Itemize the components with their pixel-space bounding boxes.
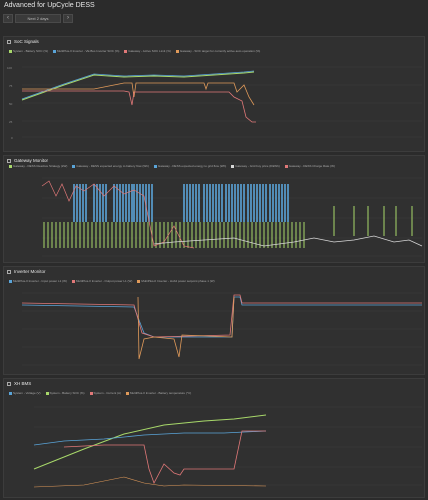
legend-swatch	[89, 391, 93, 395]
legend-item[interactable]: Gateway - SOC target for currently activ…	[175, 49, 261, 53]
legend-label: System - Battery SOC (%)	[13, 49, 49, 53]
legend-swatch	[231, 164, 235, 168]
inverter-monitor-panel: Inverter Monitor MultiPlus-II Inverter -…	[3, 266, 425, 375]
legend-label: MultiPlus-II Inverter - Battery temperat…	[130, 391, 192, 395]
inverter-chart[interactable]	[4, 267, 426, 376]
legend-item[interactable]: System - Current (A)	[89, 391, 122, 395]
chart-legend: System - Battery SOC (%) MultiPlus-II In…	[9, 49, 260, 53]
legend-swatch	[9, 164, 12, 168]
legend-label: System - Current (A)	[93, 391, 122, 395]
legend-label: Gateway - SOC target for currently activ…	[179, 49, 261, 53]
legend-swatch	[72, 164, 76, 168]
panel-header: SoC Signals	[7, 39, 39, 44]
legend-swatch	[9, 279, 12, 283]
legend-swatch	[124, 49, 128, 53]
panel-title: SoC Signals	[14, 39, 39, 44]
svg-text:75: 75	[9, 84, 13, 88]
legend-item[interactable]: MultiPlus-II Inverter - Output power L1 …	[72, 279, 132, 283]
legend-label: System - Voltage (V)	[13, 391, 41, 395]
legend-swatch	[9, 391, 12, 395]
date-navigation: ‹ Next 2 days ›	[3, 13, 73, 23]
svg-text:50: 50	[9, 102, 13, 106]
legend-label: MultiPlus-II Inverter - Input power L1 (…	[13, 279, 68, 283]
legend-swatch	[175, 49, 179, 53]
legend-label: System - Battery SOC (%)	[49, 391, 85, 395]
legend-item[interactable]: Gateway - DESS Charge Rate (W)	[284, 164, 335, 168]
gateway-monitor-panel: Gateway Monitor Gateway - DESS Reactive …	[3, 155, 425, 263]
panel-icon	[7, 269, 11, 274]
svg-text:0: 0	[11, 136, 13, 140]
legend-item[interactable]: Gateway - DESS Reactive Strategy (kW)	[9, 164, 67, 168]
legend-label: Gateway - Active SOC Limit (%)	[128, 49, 171, 53]
legend-label: MultiPlus-II Inverter - Hub4 power setpo…	[141, 279, 215, 283]
legend-label: MultiPlus-II Inverter - Output power L1 …	[76, 279, 133, 283]
panel-title: Gateway Monitor	[14, 158, 49, 163]
panel-header: Gateway Monitor	[7, 158, 48, 163]
legend-item[interactable]: MultiPlus-II Inverter - Hub4 power setpo…	[137, 279, 215, 283]
legend-item[interactable]: MultiPlus-II Inverter - Battery temperat…	[126, 391, 191, 395]
panel-icon	[7, 158, 11, 163]
legend-item[interactable]: Gateway - DESS expected energy to grid f…	[153, 164, 227, 168]
panel-title: Inverter Monitor	[14, 269, 46, 274]
chart-legend: MultiPlus-II Inverter - Input power L1 (…	[9, 279, 215, 283]
legend-item[interactable]: System - Voltage (V)	[9, 391, 41, 395]
soc-signals-panel: SoC Signals System - Battery SOC (%) Mul…	[3, 36, 425, 152]
legend-item[interactable]: System - Battery SOC (%)	[9, 49, 48, 53]
legend-label: Gateway - DESS Reactive Strategy (kW)	[13, 164, 68, 168]
legend-swatch	[53, 49, 57, 53]
legend-label: Gateway - DESS Charge Rate (W)	[288, 164, 335, 168]
soc-chart[interactable]: 100 75 50 25 0	[4, 37, 426, 153]
legend-swatch	[137, 279, 141, 283]
panel-header: XH BMS	[7, 381, 31, 386]
svg-text:100: 100	[7, 66, 12, 70]
page-title: Advanced for UpCycle DESS	[4, 2, 95, 9]
svg-text:25: 25	[9, 120, 13, 124]
legend-swatch	[284, 164, 288, 168]
next-range-button[interactable]: ›	[63, 13, 73, 23]
panel-icon	[7, 381, 11, 386]
chart-legend: Gateway - DESS Reactive Strategy (kW) Ga…	[9, 164, 335, 168]
legend-label: Gateway - DESS expected energy to batter…	[76, 164, 149, 168]
legend-swatch	[9, 49, 12, 53]
legend-item[interactable]: Gateway - Active SOC Limit (%)	[124, 49, 171, 53]
prev-range-button[interactable]: ‹	[3, 13, 13, 23]
gateway-chart[interactable]	[4, 156, 426, 264]
legend-swatch	[45, 391, 49, 395]
legend-item[interactable]: Gateway - DESS expected energy to batter…	[72, 164, 149, 168]
legend-swatch	[153, 164, 157, 168]
legend-item[interactable]: MultiPlus-II Inverter - VE.Bus Inverter …	[53, 49, 119, 53]
legend-item[interactable]: System - Battery SOC (%)	[45, 391, 85, 395]
legend-swatch	[126, 391, 130, 395]
panel-icon	[7, 39, 11, 44]
legend-label: MultiPlus-II Inverter - VE.Bus Inverter …	[57, 49, 120, 53]
legend-swatch	[72, 279, 76, 283]
chart-legend: System - Voltage (V) System - Battery SO…	[9, 391, 191, 395]
legend-label: Gateway - Grid buy price (€/kWh)	[235, 164, 280, 168]
panel-title: XH BMS	[14, 381, 32, 386]
panel-header: Inverter Monitor	[7, 269, 46, 274]
bms-chart[interactable]	[4, 379, 426, 499]
legend-item[interactable]: Gateway - Grid buy price (€/kWh)	[231, 164, 280, 168]
bms-panel: XH BMS System - Voltage (V) System - Bat…	[3, 378, 425, 498]
legend-item[interactable]: MultiPlus-II Inverter - Input power L1 (…	[9, 279, 67, 283]
legend-label: Gateway - DESS expected energy to grid f…	[157, 164, 227, 168]
range-selector[interactable]: Next 2 days	[15, 13, 61, 23]
